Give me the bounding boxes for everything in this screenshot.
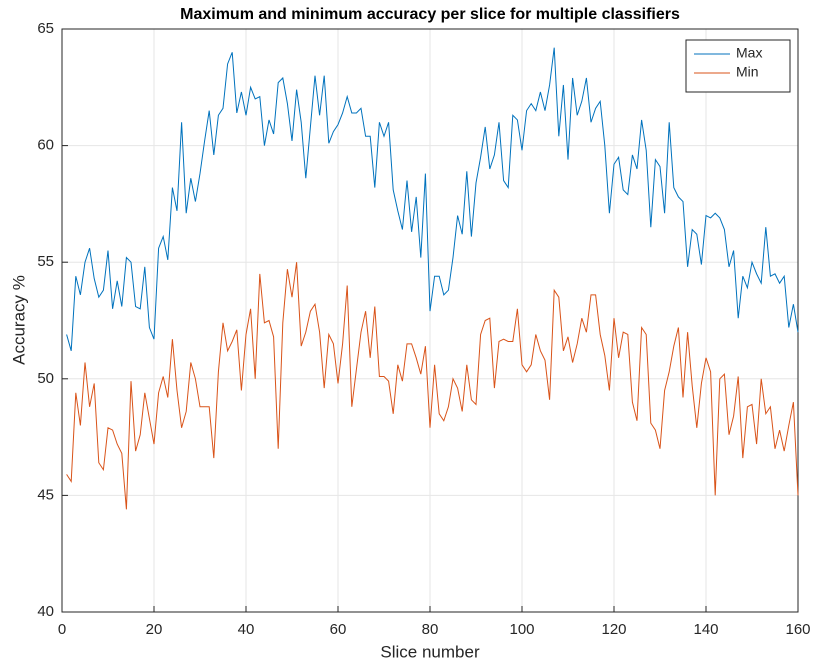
chart-title: Maximum and minimum accuracy per slice f… xyxy=(180,6,680,23)
x-tick-label: 0 xyxy=(58,621,66,638)
y-tick-label: 40 xyxy=(37,603,54,620)
y-tick-label: 45 xyxy=(37,486,54,503)
line-series xyxy=(66,47,799,351)
x-axis-label: Slice number xyxy=(380,642,480,661)
x-tick-label: 100 xyxy=(509,621,534,638)
x-tick-label: 160 xyxy=(785,621,810,638)
legend-box xyxy=(685,39,791,93)
x-tick-label: 80 xyxy=(422,621,439,638)
y-tick-label: 60 xyxy=(37,137,54,154)
legend-label: Max xyxy=(736,45,762,61)
legend-label: Min xyxy=(736,64,759,80)
plot-frame xyxy=(61,28,799,613)
line-series xyxy=(66,262,799,510)
x-tick-label: 140 xyxy=(693,621,718,638)
y-tick-label: 55 xyxy=(37,253,54,270)
x-tick-label: 120 xyxy=(601,621,626,638)
x-tick-label: 60 xyxy=(330,621,347,638)
x-tick-label: 20 xyxy=(146,621,163,638)
x-tick-label: 40 xyxy=(238,621,255,638)
y-tick-label: 65 xyxy=(37,20,54,37)
y-tick-label: 50 xyxy=(37,370,54,387)
y-axis-label: Accuracy % xyxy=(9,275,28,365)
